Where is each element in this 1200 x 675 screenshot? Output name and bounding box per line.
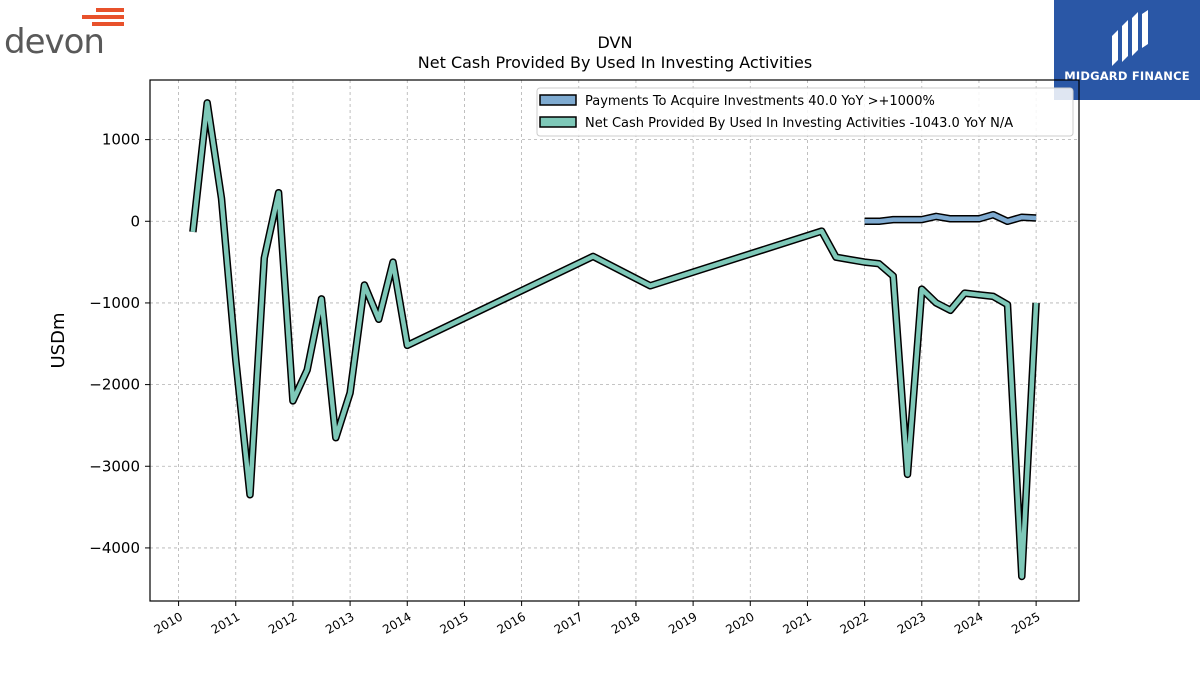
x-tick-label: 2011 [209, 609, 242, 636]
x-tick-label: 2025 [1009, 609, 1042, 636]
legend-box [536, 87, 1074, 137]
chart-subtitle: Net Cash Provided By Used In Investing A… [417, 53, 813, 72]
midgard-finance-logo: MIDGARD FINANCE [1054, 0, 1200, 100]
legend: Payments To Acquire Investments 40.0 YoY… [536, 87, 1074, 137]
legend-label: Payments To Acquire Investments 40.0 YoY… [585, 94, 935, 109]
legend-label: Net Cash Provided By Used In Investing A… [585, 116, 1013, 131]
series-line [864, 212, 1037, 224]
legend-swatch [539, 94, 577, 106]
x-tick-label: 2023 [895, 609, 928, 636]
y-axis-label: USDm [48, 313, 69, 369]
midgard-logo-mark [1112, 10, 1148, 66]
y-tick-label: 1000 [102, 131, 140, 149]
grid-lines [150, 80, 1079, 601]
y-tick-label: −1000 [89, 294, 140, 312]
x-tick-label: 2019 [666, 609, 699, 636]
y-tick-label: −2000 [89, 376, 140, 394]
series-layer [189, 99, 1040, 581]
chart-title-block: DVN Net Cash Provided By Used In Investi… [150, 33, 1080, 73]
x-tick-label: 2018 [609, 609, 642, 636]
devon-logo-text: devon [4, 22, 105, 62]
x-tick-label: 2024 [952, 609, 985, 636]
y-tick-label: 0 [130, 212, 140, 230]
x-tick-label: 2014 [380, 609, 413, 636]
x-tick-label: 2017 [552, 609, 585, 636]
x-tick-label: 2021 [780, 609, 813, 636]
series-line [190, 100, 1039, 579]
chart-title: DVN [597, 33, 633, 52]
x-tick-label: 2015 [437, 609, 470, 636]
x-tick-label: 2013 [323, 609, 356, 636]
x-tick-label: 2016 [495, 609, 528, 636]
devon-logo [4, 4, 128, 64]
plot-frame [149, 79, 1080, 602]
y-tick-label: −4000 [89, 539, 140, 557]
series-outline [189, 99, 1040, 581]
legend-swatch [539, 116, 577, 128]
midgard-logo-text: MIDGARD FINANCE [1064, 69, 1190, 83]
x-tick-label: 2020 [723, 609, 756, 636]
x-tick-label: 2022 [838, 609, 871, 636]
y-tick-label: −3000 [89, 457, 140, 475]
x-tick-label: 2010 [152, 609, 185, 636]
x-tick-label: 2012 [266, 609, 299, 636]
devon-logo-mark [82, 8, 124, 26]
